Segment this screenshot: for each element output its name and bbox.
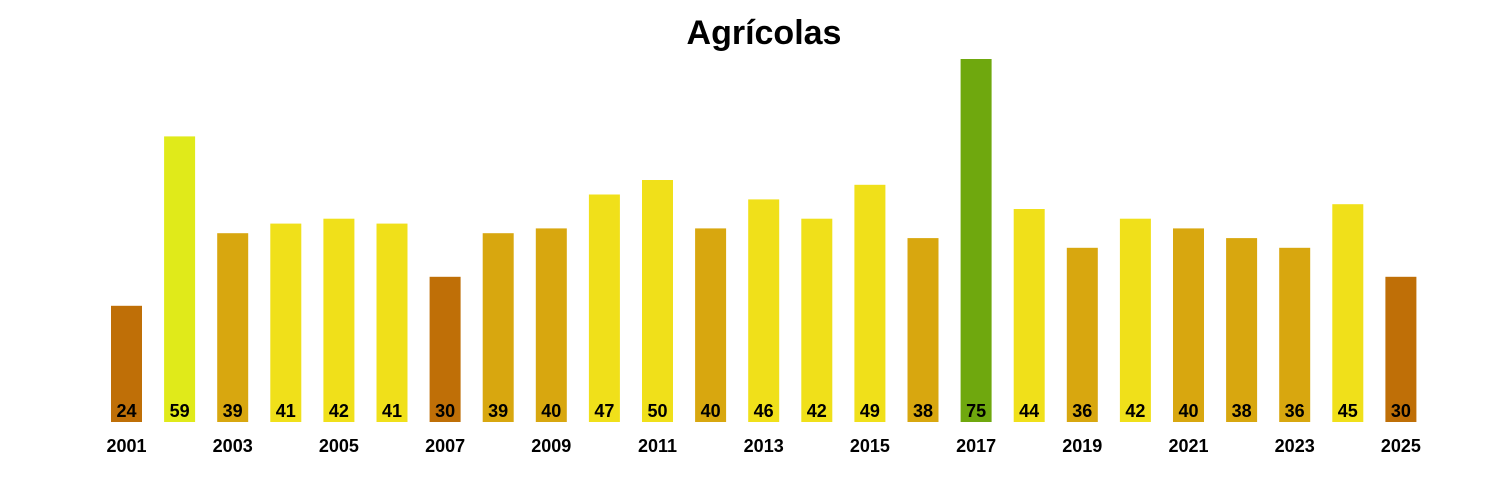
value-label-2003: 39 <box>223 401 243 421</box>
value-label-2014: 42 <box>807 401 827 421</box>
bar-2025 <box>1385 276 1417 422</box>
bar-2010 <box>588 194 620 422</box>
x-tick-label-2013: 2013 <box>744 436 784 456</box>
bar-2001 <box>111 305 142 422</box>
x-tick-label-2003: 2003 <box>213 436 253 456</box>
value-label-2009: 40 <box>541 401 561 421</box>
value-label-2018: 44 <box>1019 401 1039 421</box>
value-labels-group: 24 59 39 41 42 41 30 39 40 47 50 40 46 42 49 38 75 44 36 42… <box>116 401 1410 421</box>
x-tick-label-2023: 2023 <box>1275 436 1315 456</box>
bar-2023 <box>1279 247 1311 422</box>
x-axis-tick-labels: 2001 2003 2005 2007 2009 2011 2013 2015 2017 2019… <box>106 436 1420 456</box>
value-label-2007: 30 <box>435 401 455 421</box>
value-label-2023: 36 <box>1285 401 1305 421</box>
bar-2012 <box>695 228 727 422</box>
x-tick-label-2015: 2015 <box>850 436 890 456</box>
bar-2004 <box>270 223 302 422</box>
x-tick-label-2005: 2005 <box>319 436 359 456</box>
bar-2019 <box>1066 247 1098 422</box>
bar-2020 <box>1119 218 1151 422</box>
bar-2005 <box>323 218 355 422</box>
bar-2006 <box>376 223 408 422</box>
chart-title: Agrícolas <box>687 14 842 52</box>
value-label-2010: 47 <box>594 401 614 421</box>
bar-2017 <box>960 59 992 422</box>
bar-2011 <box>642 180 673 422</box>
bar-2015 <box>854 184 886 422</box>
x-tick-label-2007: 2007 <box>425 436 465 456</box>
bar-2022 <box>1226 238 1258 422</box>
value-label-2001: 24 <box>116 401 136 421</box>
bar-2018 <box>1013 209 1045 422</box>
value-label-2016: 38 <box>913 401 933 421</box>
x-tick-label-2019: 2019 <box>1062 436 1102 456</box>
value-label-2002: 59 <box>170 401 190 421</box>
bar-2024 <box>1332 204 1364 422</box>
value-label-2017: 75 <box>966 401 986 421</box>
value-label-2008: 39 <box>488 401 508 421</box>
value-label-2011: 50 <box>647 401 667 421</box>
bar-2016 <box>907 238 939 422</box>
value-label-2019: 36 <box>1072 401 1092 421</box>
bars-group <box>111 59 1417 422</box>
value-label-2024: 45 <box>1338 401 1358 421</box>
value-label-2015: 49 <box>860 401 880 421</box>
bar-2002 <box>164 136 196 422</box>
value-label-2006: 41 <box>382 401 402 421</box>
x-tick-label-2025: 2025 <box>1381 436 1421 456</box>
x-tick-label-2021: 2021 <box>1168 436 1208 456</box>
bar-2014 <box>801 218 833 422</box>
value-label-2004: 41 <box>276 401 296 421</box>
x-tick-label-2017: 2017 <box>956 436 996 456</box>
bar-2021 <box>1173 228 1204 422</box>
value-label-2012: 40 <box>701 401 721 421</box>
value-label-2021: 40 <box>1178 401 1198 421</box>
value-label-2005: 42 <box>329 401 349 421</box>
value-label-2020: 42 <box>1125 401 1145 421</box>
bar-2013 <box>748 199 780 422</box>
value-label-2022: 38 <box>1232 401 1252 421</box>
value-label-2013: 46 <box>754 401 774 421</box>
value-label-2025: 30 <box>1391 401 1411 421</box>
x-tick-label-2009: 2009 <box>531 436 571 456</box>
x-tick-label-2001: 2001 <box>106 436 146 456</box>
bar-2003 <box>217 233 249 422</box>
bar-2008 <box>482 233 514 422</box>
bar-2009 <box>535 228 567 422</box>
bar-2007 <box>429 276 461 422</box>
x-tick-label-2011: 2011 <box>638 436 677 456</box>
